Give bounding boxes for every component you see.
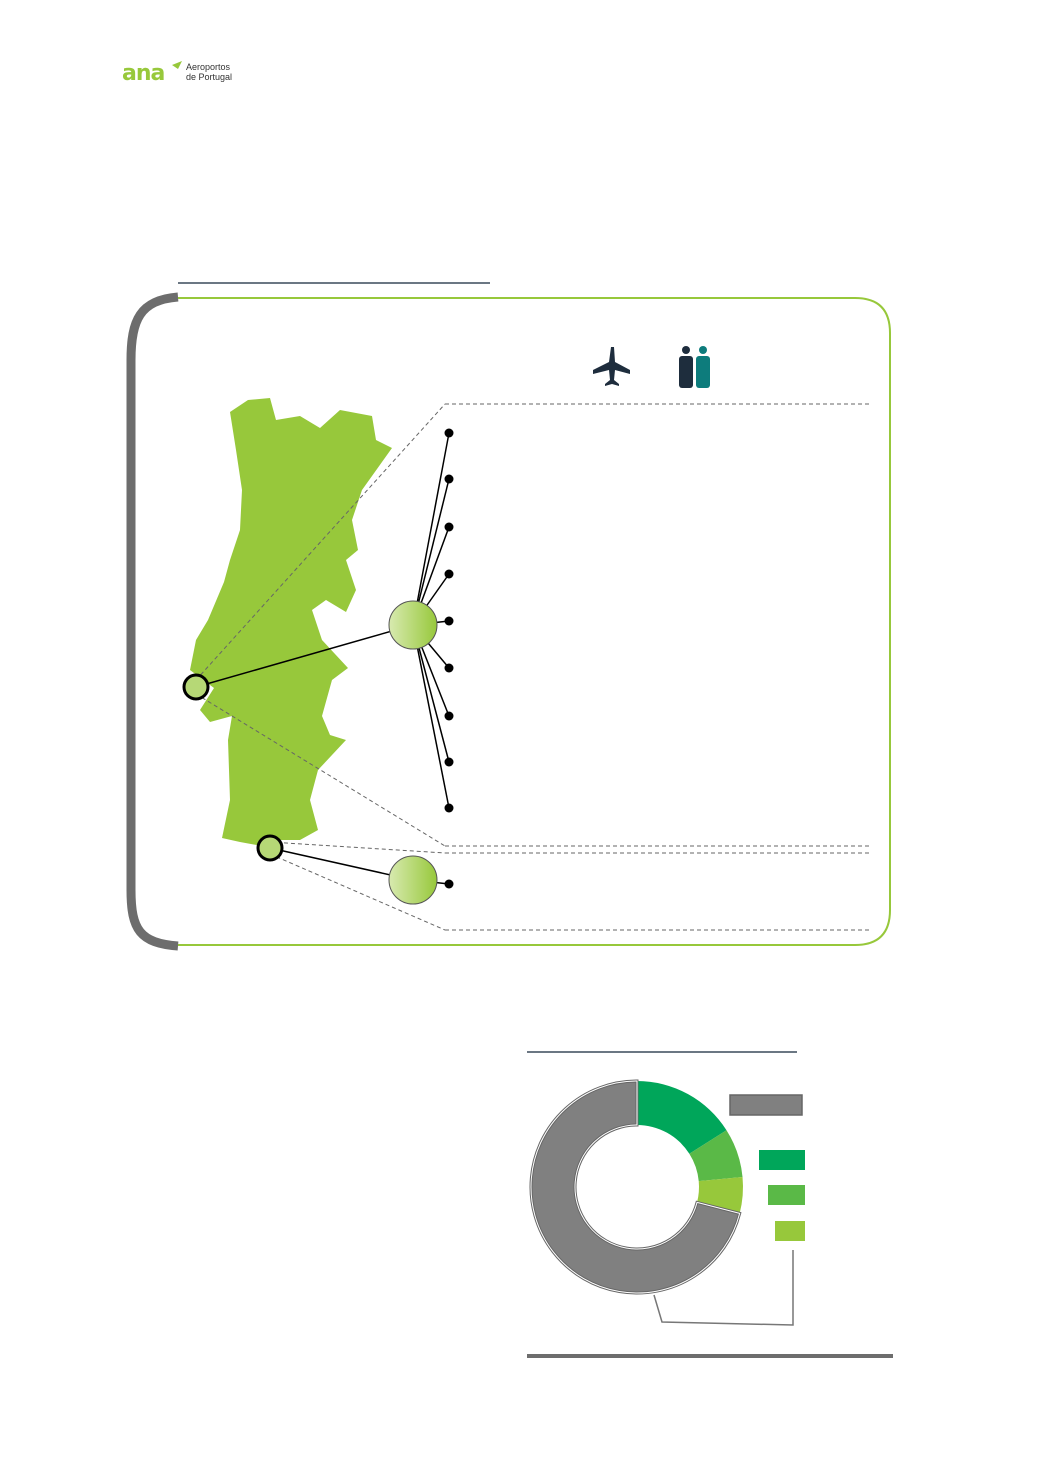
logo-line1: Aeroportos (186, 62, 231, 72)
legend-swatch-dark-green (759, 1150, 805, 1170)
legend-swatch-mid-green (768, 1185, 805, 1205)
portugal-map (190, 398, 392, 846)
route-dot (444, 711, 454, 721)
route-dot (444, 663, 454, 673)
route-dot (444, 428, 454, 438)
faro-marker (256, 834, 284, 862)
route-dot (444, 757, 454, 767)
ana-logo: ana Aeroportos de Portugal (122, 61, 232, 83)
ana-logo-mark: ana (122, 61, 182, 83)
callout-line (653, 1250, 794, 1326)
donut-slice (637, 1081, 727, 1154)
logo-text: Aeroportos de Portugal (186, 62, 232, 82)
frame-border (178, 297, 891, 946)
lisbon-hub (388, 600, 438, 650)
connector-lisbon (195, 624, 414, 688)
spoke (412, 432, 450, 626)
route-dot (444, 879, 454, 889)
dashed-guides (195, 403, 870, 931)
route-dot (444, 474, 454, 484)
route-dot (444, 803, 454, 813)
route-dot (444, 522, 454, 532)
route-dot (444, 569, 454, 579)
donut-slice-outline (530, 1080, 741, 1294)
donut-chart (529, 1079, 743, 1295)
legend-swatch-gray (729, 1094, 803, 1116)
plane-icon (593, 347, 630, 386)
route-dot (444, 616, 454, 626)
lisbon-marker (182, 673, 210, 701)
svg-text:ana: ana (122, 61, 165, 83)
legend-swatch-light-green (775, 1221, 805, 1241)
spoke (412, 478, 450, 626)
faro-hub (388, 855, 438, 905)
people-icon (679, 346, 710, 388)
frame-bracket (126, 292, 179, 951)
donut-slice (689, 1130, 743, 1182)
spoke (412, 624, 450, 809)
logo-line2: de Portugal (186, 72, 233, 82)
